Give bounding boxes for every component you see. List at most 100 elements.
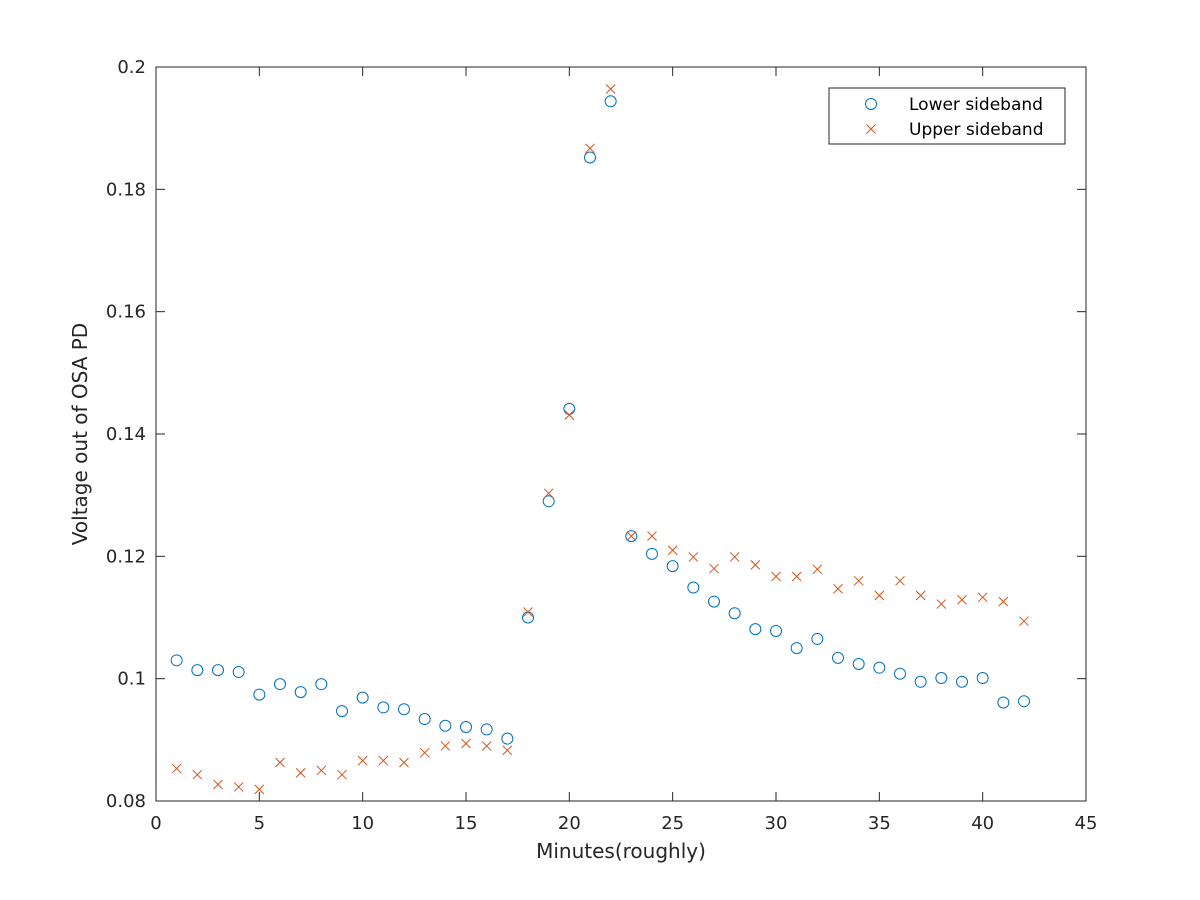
- lower-sideband-point: [212, 664, 224, 677]
- upper-sideband-point: [543, 488, 554, 499]
- upper-sideband-point: [709, 563, 719, 574]
- upper-sideband-point: [605, 84, 616, 94]
- upper-sideband-point: [295, 768, 306, 778]
- lower-sideband-point: [625, 530, 638, 543]
- lower-sideband-point: [997, 696, 1010, 709]
- lower-sideband-point: [894, 667, 906, 680]
- upper-sideband-point: [977, 592, 988, 603]
- lower-sideband-point: [232, 665, 245, 678]
- upper-sideband-point: [440, 741, 451, 751]
- lower-sideband-point: [1018, 695, 1030, 708]
- x-tick-label: 40: [971, 813, 994, 834]
- lower-sideband-point: [439, 719, 452, 732]
- lower-sideband-point: [914, 675, 927, 688]
- lower-sideband-point: [398, 703, 410, 716]
- upper-sideband-point: [419, 747, 430, 758]
- upper-sideband-point: [357, 755, 368, 766]
- lower-sideband-point: [170, 654, 183, 667]
- lower-sideband-point: [604, 95, 617, 108]
- legend-upper-sideband-marker: [866, 124, 876, 134]
- upper-sideband-point: [585, 143, 595, 154]
- legend-circle-marker: [865, 98, 877, 110]
- upper-sideband-point: [667, 545, 678, 556]
- lower-sideband-point: [501, 732, 514, 745]
- legend-lower-sideband-marker: [865, 98, 877, 110]
- upper-sideband-point: [213, 779, 223, 790]
- data-markers: [170, 84, 1030, 795]
- x-tick-label: 35: [868, 813, 891, 834]
- lower-sideband-point: [584, 151, 596, 164]
- upper-sideband-point: [523, 607, 533, 617]
- upper-sideband-point: [812, 564, 823, 575]
- upper-sideband-point: [998, 596, 1009, 607]
- x-tick-label: 10: [351, 813, 374, 834]
- lower-sideband-point: [852, 657, 865, 670]
- legend: Lower sideband Upper sideband: [828, 87, 1066, 145]
- upper-sideband-point: [647, 531, 657, 542]
- upper-sideband-point: [481, 741, 492, 751]
- x-tick-label: 25: [661, 813, 684, 834]
- y-tick-label: 0.18: [106, 179, 146, 200]
- y-tick-label: 0.16: [106, 302, 146, 323]
- upper-sideband-point: [192, 769, 203, 780]
- x-axis-label: Minutes(roughly): [536, 839, 706, 863]
- lower-sideband-point: [191, 664, 204, 677]
- lower-sideband-point: [873, 661, 886, 674]
- upper-sideband-point: [915, 590, 926, 601]
- upper-sideband-point: [874, 590, 885, 601]
- lower-sideband-point: [480, 723, 493, 736]
- upper-sideband-point: [316, 765, 327, 776]
- lower-sideband-point: [790, 642, 803, 655]
- lower-sideband-point: [356, 691, 369, 704]
- upper-sideband-point: [254, 784, 265, 795]
- upper-sideband-point: [564, 410, 575, 420]
- lower-sideband-point: [418, 713, 431, 726]
- upper-sideband-point: [853, 575, 864, 586]
- lower-sideband-point: [336, 705, 348, 718]
- lower-sideband-point: [377, 701, 390, 714]
- lower-sideband-point: [976, 672, 989, 685]
- upper-sideband-point: [233, 782, 244, 792]
- lower-sideband-point: [708, 595, 720, 608]
- lower-sideband-point: [274, 678, 286, 691]
- upper-sideband-point: [275, 757, 285, 768]
- upper-sideband-point: [895, 575, 905, 586]
- upper-sideband-point: [957, 594, 967, 605]
- y-tick-label: 0.08: [106, 791, 146, 812]
- lower-sideband-point: [460, 720, 472, 733]
- lower-sideband-point: [956, 675, 968, 688]
- lower-sideband-point: [935, 672, 948, 685]
- plot-area: [155, 66, 1087, 802]
- y-axis-label: Voltage out of OSA PD: [68, 323, 92, 545]
- upper-sideband-point: [378, 755, 389, 766]
- x-tick-label: 20: [558, 813, 581, 834]
- lower-sideband-point: [542, 495, 555, 508]
- upper-sideband-point: [791, 571, 802, 582]
- upper-sideband-point: [171, 763, 182, 774]
- upper-sideband-point: [626, 531, 637, 542]
- lower-sideband-point: [646, 547, 658, 560]
- legend-lower-sideband-label: Lower sideband: [909, 95, 1043, 115]
- legend-x-marker: [866, 124, 876, 134]
- x-tick-label: 45: [1075, 813, 1098, 834]
- y-tick-label: 0.1: [117, 669, 146, 690]
- upper-sideband-point: [771, 571, 781, 582]
- upper-sideband-point: [833, 583, 843, 594]
- lower-sideband-point: [294, 686, 307, 699]
- axis-tick-labels: 0 5 10 15 20 25 30 35 40 45 0.08 0.1 0.12 0.14 0.16 0.1…: [106, 57, 1098, 834]
- lower-sideband-point: [770, 624, 782, 637]
- upper-sideband-point: [502, 745, 513, 756]
- x-tick-label: 15: [455, 813, 478, 834]
- x-tick-label: 30: [765, 813, 788, 834]
- lower-sideband-point: [728, 607, 741, 620]
- upper-sideband-point: [399, 757, 409, 768]
- lower-sideband-point: [253, 688, 266, 701]
- lower-sideband-point: [315, 678, 328, 691]
- y-tick-label: 0.14: [106, 424, 146, 445]
- legend-upper-sideband-label: Upper sideband: [909, 120, 1043, 140]
- upper-sideband-point: [461, 738, 471, 749]
- lower-sideband-point: [687, 581, 700, 594]
- lower-sideband-point: [832, 651, 844, 664]
- y-tick-label: 0.2: [117, 57, 146, 78]
